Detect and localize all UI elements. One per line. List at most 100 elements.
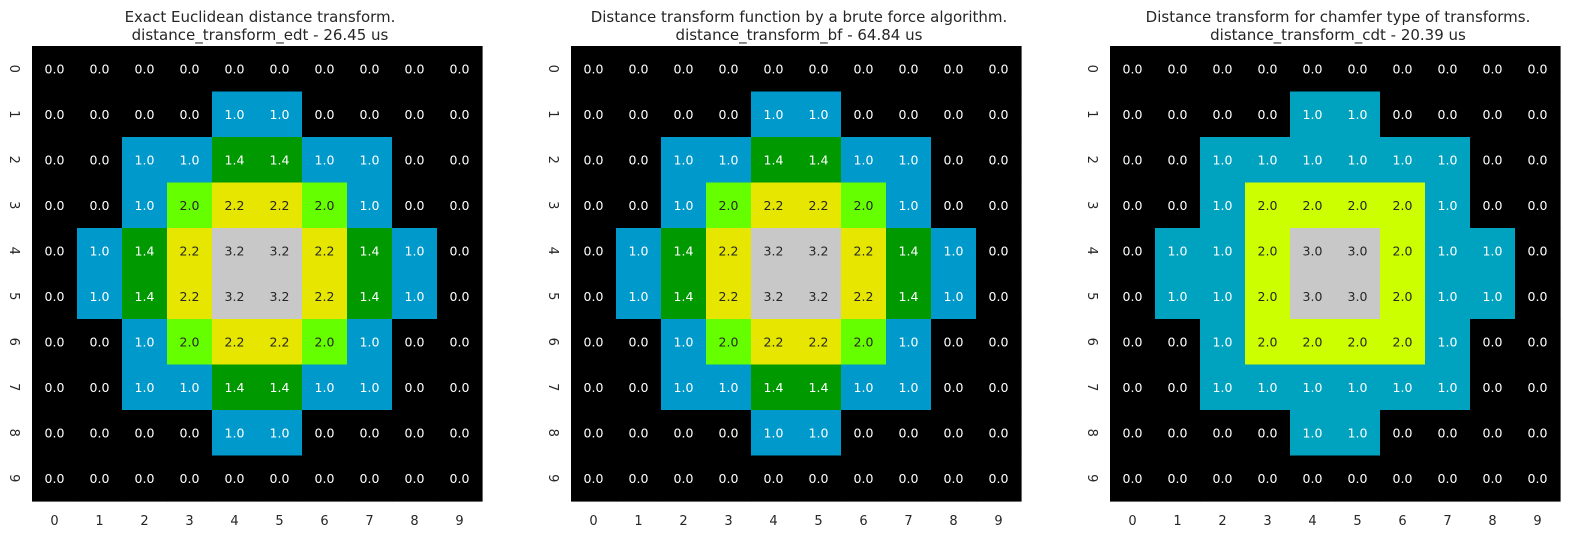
heatmap-cell bbox=[1515, 319, 1561, 366]
y-tick-label: 5 bbox=[6, 292, 21, 300]
heatmap-cell bbox=[661, 455, 707, 502]
cell-value-label: 0.0 bbox=[1258, 107, 1278, 122]
cell-value-label: 0.0 bbox=[1168, 380, 1188, 395]
cell-value-label: 0.0 bbox=[854, 107, 874, 122]
x-tick-label: 2 bbox=[140, 514, 148, 529]
cell-value-label: 3.0 bbox=[1348, 289, 1368, 304]
heatmap-cell bbox=[1380, 319, 1426, 366]
heatmap-cell bbox=[77, 91, 123, 138]
x-tick-label: 3 bbox=[185, 514, 193, 529]
heatmap-cell bbox=[841, 273, 887, 320]
heatmap-cell bbox=[437, 46, 483, 93]
heatmap-cell bbox=[1245, 137, 1291, 184]
cell-value-label: 0.0 bbox=[1393, 471, 1413, 486]
heatmap-cell bbox=[706, 46, 752, 93]
cell-value-label: 1.0 bbox=[225, 425, 245, 440]
heatmap-cell bbox=[32, 410, 78, 457]
cell-value-label: 0.0 bbox=[674, 61, 694, 76]
cell-value-label: 1.0 bbox=[1438, 289, 1458, 304]
heatmap-cell bbox=[931, 364, 977, 411]
heatmap-cell bbox=[167, 364, 213, 411]
heatmap-cell bbox=[1425, 319, 1471, 366]
heatmap-cell bbox=[1425, 182, 1471, 229]
x-tick-label: 5 bbox=[275, 514, 283, 529]
heatmap-svg: 0.0 0.0 0.0 0.0 0.0 0.0 0.0 0.0 0.0 0.0 0.0 0.0 0.0 0… bbox=[1084, 46, 1561, 529]
heatmap-cell bbox=[1290, 137, 1336, 184]
cell-value-label: 1.0 bbox=[1303, 380, 1323, 395]
heatmap-cell bbox=[1515, 273, 1561, 320]
heatmap-cell bbox=[841, 182, 887, 229]
heatmap-cell bbox=[931, 46, 977, 93]
cell-value-label: 0.0 bbox=[90, 198, 110, 213]
cell-value-label: 1.0 bbox=[1213, 198, 1233, 213]
y-tick-label: 9 bbox=[6, 474, 21, 482]
heatmap-cell bbox=[571, 410, 617, 457]
heatmap-cell bbox=[1515, 137, 1561, 184]
heatmap-cell bbox=[212, 364, 258, 411]
cell-value-label: 0.0 bbox=[1483, 198, 1503, 213]
heatmap-cell bbox=[976, 182, 1022, 229]
cell-value-label: 1.0 bbox=[719, 380, 739, 395]
cell-value-label: 1.0 bbox=[1258, 152, 1278, 167]
heatmap-cell bbox=[32, 364, 78, 411]
cell-value-label: 0.0 bbox=[450, 334, 470, 349]
heatmap-cell bbox=[661, 91, 707, 138]
cell-value-label: 1.0 bbox=[1483, 289, 1503, 304]
x-tick-label: 4 bbox=[1308, 514, 1316, 529]
cell-value-label: 0.0 bbox=[180, 107, 200, 122]
cell-value-label: 2.0 bbox=[1258, 198, 1278, 213]
heatmap-cell bbox=[347, 273, 393, 320]
cell-value-label: 0.0 bbox=[1258, 425, 1278, 440]
heatmap-cell bbox=[1470, 273, 1516, 320]
heatmap-cell bbox=[77, 137, 123, 184]
y-tick-label: 2 bbox=[545, 156, 560, 164]
cell-value-label: 0.0 bbox=[944, 380, 964, 395]
heatmap-cell bbox=[32, 137, 78, 184]
x-tick-label: 3 bbox=[724, 514, 732, 529]
heatmap-cell bbox=[392, 46, 438, 93]
heatmap-cell bbox=[392, 273, 438, 320]
heatmap-cell bbox=[706, 182, 752, 229]
heatmap-cell bbox=[1470, 455, 1516, 502]
heatmap-cell bbox=[122, 46, 168, 93]
cell-value-label: 2.0 bbox=[719, 198, 739, 213]
heatmap-cell bbox=[616, 273, 662, 320]
heatmap-cell bbox=[796, 319, 842, 366]
heatmap-cell bbox=[931, 410, 977, 457]
heatmap-cell bbox=[1245, 273, 1291, 320]
cell-value-label: 0.0 bbox=[1123, 152, 1143, 167]
heatmap-cell bbox=[1425, 46, 1471, 93]
cell-value-label: 0.0 bbox=[584, 425, 604, 440]
cell-value-label: 0.0 bbox=[90, 380, 110, 395]
heatmap-cell bbox=[616, 182, 662, 229]
heatmap-cell bbox=[1515, 91, 1561, 138]
heatmap-cell bbox=[1335, 273, 1381, 320]
cell-value-label: 0.0 bbox=[1123, 471, 1143, 486]
cell-value-label: 0.0 bbox=[719, 425, 739, 440]
heatmap-cell bbox=[257, 182, 303, 229]
heatmap-cell bbox=[437, 137, 483, 184]
cell-value-label: 0.0 bbox=[809, 61, 829, 76]
y-tick-label: 4 bbox=[6, 247, 21, 255]
heatmap-cell bbox=[931, 455, 977, 502]
cell-value-label: 0.0 bbox=[450, 152, 470, 167]
heatmap-cell bbox=[122, 228, 168, 275]
heatmap-cell bbox=[1290, 273, 1336, 320]
heatmap-cell bbox=[257, 228, 303, 275]
cell-value-label: 1.0 bbox=[1258, 380, 1278, 395]
heatmap-cell bbox=[886, 91, 932, 138]
cell-value-label: 2.2 bbox=[180, 243, 200, 258]
heatmap-cell bbox=[796, 364, 842, 411]
heatmap-cell bbox=[122, 410, 168, 457]
y-tick-label: 4 bbox=[1084, 247, 1099, 255]
cell-value-label: 0.0 bbox=[1528, 243, 1548, 258]
cell-value-label: 0.0 bbox=[1123, 334, 1143, 349]
heatmap-cell bbox=[1380, 228, 1426, 275]
heatmap-cell bbox=[571, 182, 617, 229]
cell-value-label: 1.0 bbox=[180, 380, 200, 395]
x-tick-label: 6 bbox=[1398, 514, 1406, 529]
cell-value-label: 0.0 bbox=[315, 471, 335, 486]
cell-value-label: 1.0 bbox=[1168, 289, 1188, 304]
heatmap-cell bbox=[1335, 46, 1381, 93]
x-tick-label: 7 bbox=[1443, 514, 1451, 529]
